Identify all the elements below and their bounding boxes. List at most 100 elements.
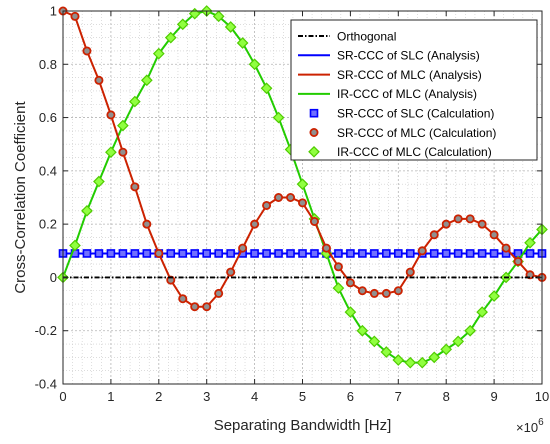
data-point-circle [238,243,248,253]
data-point-diamond [464,324,476,337]
data-point-diamond [440,343,453,356]
x-axis-label: Separating Bandwidth [Hz] [214,417,392,434]
data-point-circle [142,219,152,229]
data-point-circle [369,288,379,298]
data-point-diamond [236,37,249,49]
legend-box [290,19,538,161]
series-4 [58,249,547,258]
data-point-square [477,249,487,258]
data-point-circle [429,230,439,240]
y-tick-label: 0.8 [39,57,57,72]
tick-labels: 0 1 2 3 4 5 6 7 8 9 10 -0.4 -0.2 0 0.2 0.4 0.6 0.8 1 [35,4,550,405]
data-point-square [370,249,379,258]
data-point-square [94,249,104,258]
legend-label: SR-CCC of MLC (Analysis) [337,68,482,82]
data-point-diamond [176,18,189,31]
data-point-diamond [272,111,285,124]
y-axis-label: Cross-Correlation Coefficient [12,101,29,294]
data-point-circle [94,75,104,85]
legend-swatch-marker [309,108,319,118]
data-point-diamond [69,239,81,252]
data-point-diamond [212,10,225,23]
legend-entry: SR-CCC of MLC (Analysis) [298,68,482,82]
data-point-square [274,249,283,258]
y-tick-label: -0.2 [35,323,57,338]
legend-entry: Orthogonal [298,29,396,43]
data-point-circle [262,200,272,210]
legend-items: Orthogonal SR-CCC of SLC (Analysis) SR-CCC… [298,29,496,159]
data-point-circle [465,214,475,224]
data-point-circle [345,278,355,288]
data-point-circle [513,256,523,266]
data-point-diamond [332,282,345,294]
data-point-circle [70,11,80,21]
legend-entry: IR-CCC of MLC (Analysis) [298,87,477,101]
data-point-square [106,249,116,258]
data-point-square [346,249,355,258]
data-point-square [310,249,319,258]
data-point-square [429,249,439,258]
legend-swatch-marker [309,127,319,137]
data-point-square [382,249,391,258]
data-point-diamond [524,236,536,249]
data-point-diamond [476,306,488,318]
data-point-square [178,249,188,258]
legend-entry: SR-CCC of SLC (Analysis) [298,49,480,63]
data-point-circle [178,294,188,304]
data-point-circle [417,246,427,256]
x-multiplier-base: ×10 [516,420,538,435]
data-point-square [405,249,415,258]
data-point-circle [286,192,296,202]
data-point-square [298,249,307,258]
data-point-circle [130,182,140,192]
data-point-diamond [260,82,273,95]
data-point-diamond [428,351,441,364]
data-point-diamond [416,356,429,369]
legend: Orthogonal SR-CCC of SLC (Analysis) SR-CCC… [290,19,538,161]
data-point-diamond [296,178,309,191]
data-point-square [465,249,475,258]
data-point-square [334,249,343,258]
data-point-square [441,249,451,258]
data-point-square [130,249,140,258]
data-point-diamond [129,95,141,108]
data-point-diamond [117,119,129,132]
y-tick-label: -0.4 [35,377,57,392]
legend-label: SR-CCC of SLC (Analysis) [337,49,480,63]
x-tick-label: 1 [107,389,114,404]
data-point-circle [250,219,260,229]
x-tick-label: 4 [251,389,258,404]
data-point-square [142,249,152,258]
x-tick-label: 8 [443,389,450,404]
x-tick-label: 6 [347,389,354,404]
x-tick-label: 9 [490,389,497,404]
data-point-diamond [152,47,165,60]
legend-label: Orthogonal [337,29,396,43]
legend-entry: IR-CCC of MLC (Calculation) [308,145,492,159]
data-point-circle [202,302,212,312]
data-point-circle [393,286,403,296]
data-point-diamond [105,146,117,159]
series-5 [58,6,547,312]
x-multiplier: ×106 [516,417,544,435]
data-point-circle [477,219,487,229]
data-point-square [453,249,463,258]
data-point-diamond [392,354,405,366]
axis-ticks [62,10,543,385]
data-point-square [118,249,128,258]
data-point-circle [489,230,499,240]
x-multiplier-exponent: 6 [538,417,544,428]
legend-label: IR-CCC of MLC (Calculation) [337,145,492,159]
legend-swatch-marker [308,145,320,158]
data-point-diamond [488,290,500,302]
data-point-square [214,249,223,258]
data-point-square [166,249,176,258]
data-point-circle [214,288,224,298]
y-tick-label: 1 [50,4,57,19]
data-point-diamond [368,335,381,348]
data-point-circle [441,219,451,229]
data-point-square [262,249,271,258]
data-point-square [202,249,211,258]
data-point-square [393,249,403,258]
